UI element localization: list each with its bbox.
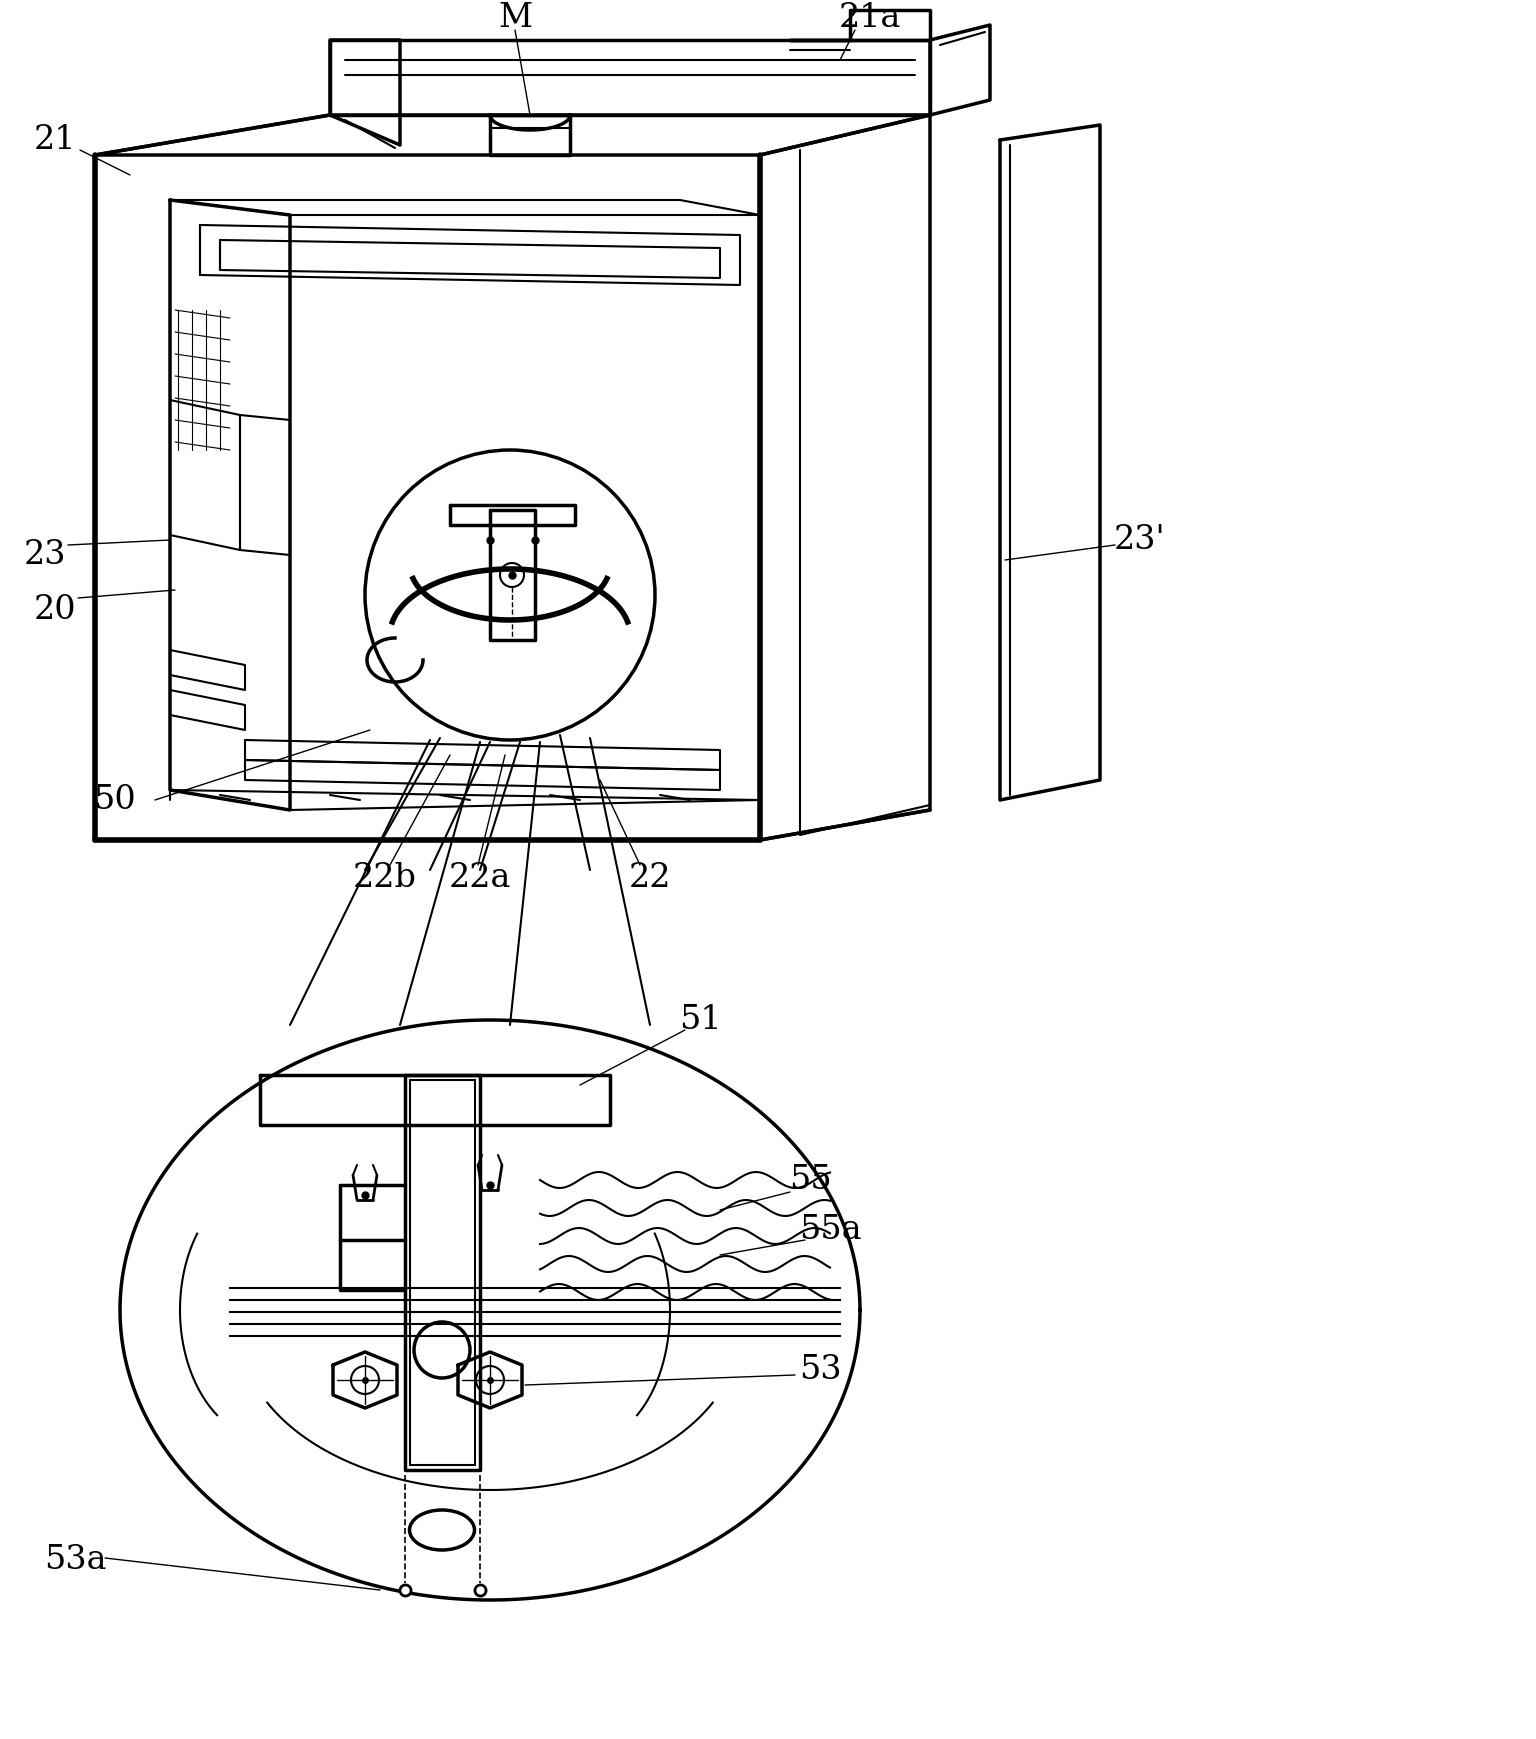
Text: 20: 20 (34, 595, 77, 626)
Text: 23: 23 (23, 539, 66, 570)
Text: 53: 53 (799, 1355, 842, 1386)
Text: 23': 23' (1114, 523, 1166, 556)
Text: 55a: 55a (799, 1214, 862, 1247)
Text: 55: 55 (788, 1163, 831, 1196)
Text: 22a: 22a (449, 863, 511, 894)
Text: 50: 50 (94, 784, 137, 816)
Text: 51: 51 (679, 1003, 722, 1036)
Text: M: M (498, 2, 531, 35)
Text: 22: 22 (628, 863, 671, 894)
Text: 21a: 21a (839, 2, 902, 35)
Text: 22b: 22b (353, 863, 416, 894)
Text: 53a: 53a (43, 1544, 106, 1576)
Text: 21: 21 (34, 123, 77, 157)
